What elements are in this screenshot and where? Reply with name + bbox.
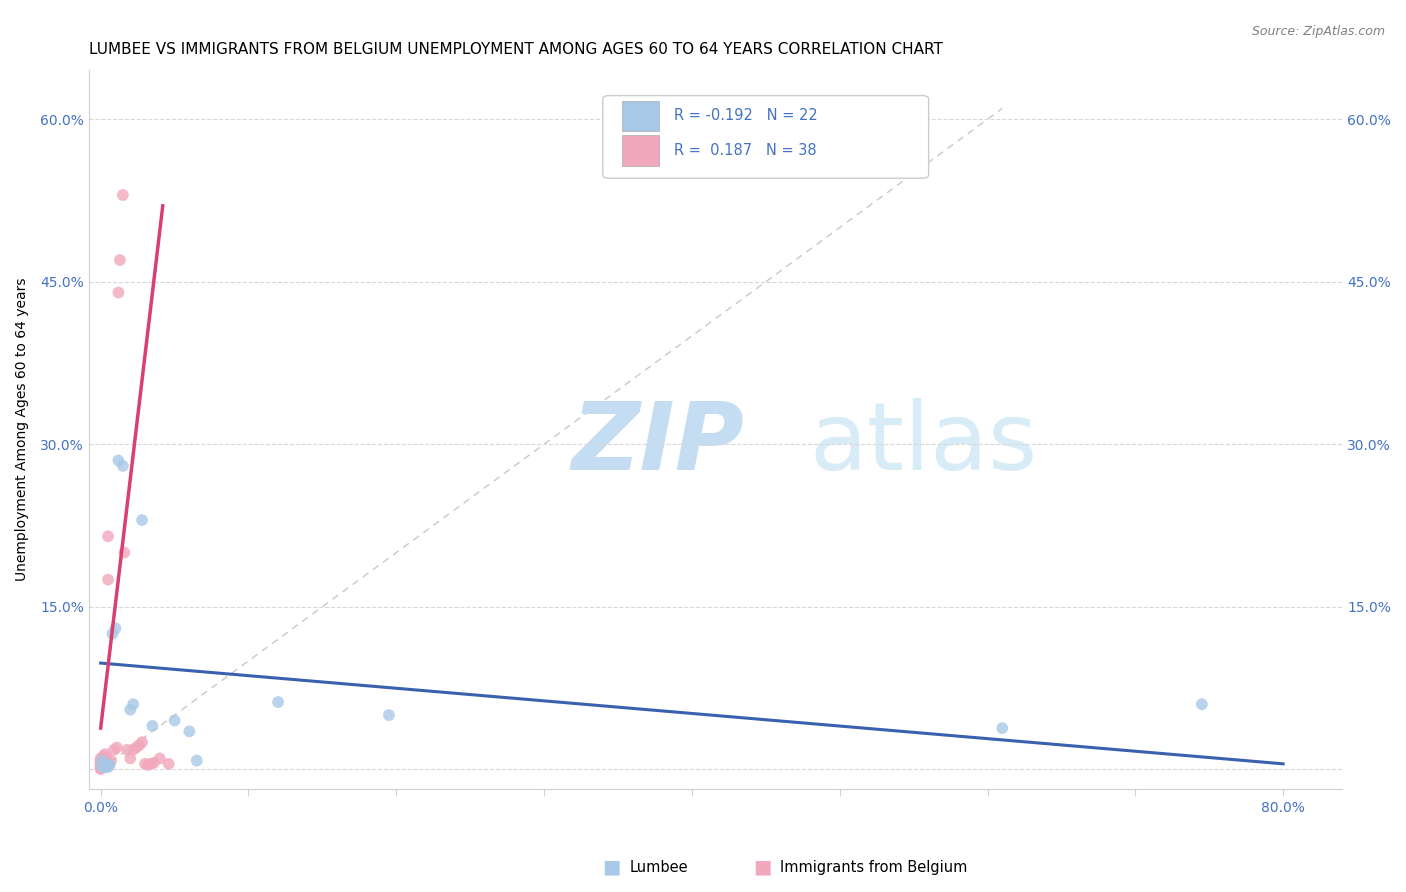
Point bbox=[186, 754, 208, 768]
Text: R = -0.192   N = 22: R = -0.192 N = 22 bbox=[675, 108, 818, 123]
Point bbox=[91, 759, 114, 773]
Point bbox=[97, 573, 120, 587]
Point bbox=[120, 703, 142, 717]
Point bbox=[136, 758, 159, 772]
Point bbox=[122, 698, 145, 712]
Point bbox=[101, 627, 124, 641]
Point bbox=[97, 529, 120, 543]
Point bbox=[94, 760, 117, 774]
Point bbox=[104, 621, 127, 635]
Point bbox=[105, 740, 128, 755]
Point bbox=[378, 708, 401, 723]
Text: ■: ■ bbox=[752, 857, 772, 877]
Point bbox=[157, 756, 180, 771]
Point bbox=[94, 747, 117, 761]
Point bbox=[96, 751, 118, 765]
Point bbox=[100, 754, 122, 768]
Point bbox=[98, 756, 121, 771]
Point bbox=[90, 761, 112, 775]
FancyBboxPatch shape bbox=[603, 95, 928, 178]
Point bbox=[90, 762, 112, 776]
Y-axis label: Unemployment Among Ages 60 to 64 years: Unemployment Among Ages 60 to 64 years bbox=[15, 277, 30, 582]
Text: LUMBEE VS IMMIGRANTS FROM BELGIUM UNEMPLOYMENT AMONG AGES 60 TO 64 YEARS CORRELA: LUMBEE VS IMMIGRANTS FROM BELGIUM UNEMPL… bbox=[89, 42, 942, 57]
Point bbox=[96, 758, 118, 772]
Point bbox=[93, 760, 115, 774]
Point bbox=[117, 743, 139, 757]
Point bbox=[139, 756, 162, 771]
Point bbox=[179, 724, 201, 739]
Point bbox=[90, 758, 112, 772]
Text: Lumbee: Lumbee bbox=[630, 860, 689, 874]
Text: ■: ■ bbox=[602, 857, 621, 877]
Point bbox=[128, 739, 150, 753]
Point bbox=[163, 714, 186, 728]
Point bbox=[142, 756, 165, 770]
Point bbox=[90, 754, 112, 768]
Point bbox=[131, 513, 153, 527]
Point bbox=[90, 751, 112, 765]
Point bbox=[1191, 698, 1213, 712]
Point bbox=[125, 740, 148, 755]
Text: Source: ZipAtlas.com: Source: ZipAtlas.com bbox=[1251, 25, 1385, 38]
Point bbox=[149, 751, 172, 765]
Point bbox=[108, 253, 131, 268]
Point bbox=[112, 545, 135, 559]
Point bbox=[90, 760, 112, 774]
Point bbox=[120, 751, 142, 765]
Point bbox=[141, 719, 163, 733]
Point bbox=[93, 754, 115, 768]
FancyBboxPatch shape bbox=[621, 101, 659, 131]
Point bbox=[90, 755, 112, 769]
Point bbox=[91, 756, 114, 771]
Point bbox=[991, 721, 1014, 735]
Point bbox=[107, 285, 129, 300]
Text: R =  0.187   N = 38: R = 0.187 N = 38 bbox=[675, 143, 817, 158]
Point bbox=[90, 756, 112, 770]
Text: atlas: atlas bbox=[810, 398, 1038, 490]
Text: Immigrants from Belgium: Immigrants from Belgium bbox=[780, 860, 967, 874]
Point bbox=[134, 756, 156, 771]
Point bbox=[90, 756, 112, 771]
Point bbox=[111, 188, 134, 202]
Point bbox=[131, 735, 153, 749]
Point bbox=[90, 759, 112, 773]
FancyBboxPatch shape bbox=[621, 136, 659, 166]
Point bbox=[107, 453, 129, 467]
Point bbox=[91, 751, 114, 765]
Point bbox=[97, 760, 120, 774]
Point bbox=[267, 695, 290, 709]
Point bbox=[93, 749, 115, 764]
Point bbox=[98, 758, 121, 772]
Point bbox=[103, 743, 125, 757]
Text: ZIP: ZIP bbox=[571, 398, 744, 490]
Point bbox=[91, 754, 114, 768]
Point bbox=[122, 743, 145, 757]
Point bbox=[111, 458, 134, 473]
